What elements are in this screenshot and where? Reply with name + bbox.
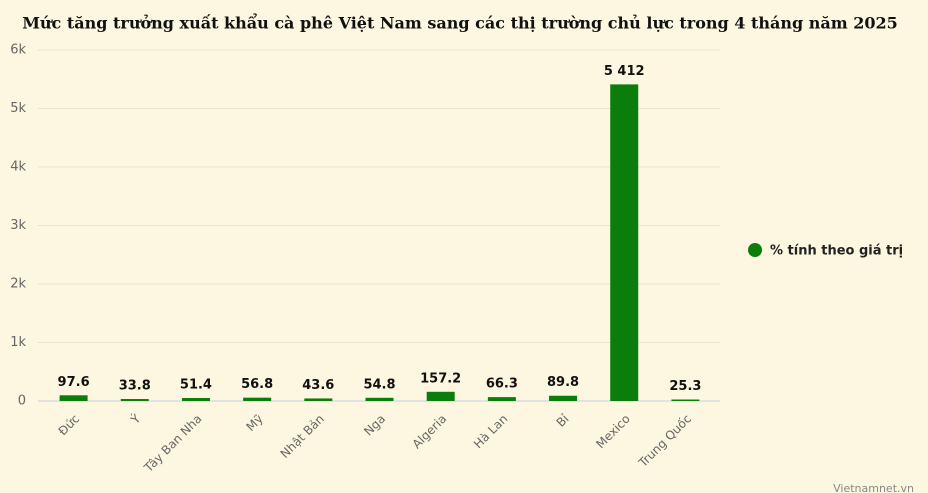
data-label: 25.3 [669, 379, 701, 394]
chart-title: Mức tăng trưởng xuất khẩu cà phê Việt Na… [22, 12, 898, 33]
bar [181, 397, 210, 401]
bar [243, 397, 272, 401]
data-label: 157.2 [420, 371, 461, 386]
y-tick-label: 6k [10, 43, 26, 58]
bar [610, 84, 639, 401]
data-label: 5 412 [604, 64, 645, 79]
legend-marker [748, 243, 762, 257]
data-label: 51.4 [180, 377, 212, 392]
data-label: 56.8 [241, 377, 273, 392]
legend-label: % tính theo giá trị [770, 244, 903, 259]
bar [487, 397, 516, 401]
data-label: 97.6 [58, 375, 90, 390]
bar [671, 399, 700, 401]
y-tick-label: 2k [10, 277, 26, 292]
data-label: 33.8 [119, 379, 151, 394]
bar [365, 397, 394, 401]
data-label: 54.8 [363, 377, 395, 392]
y-tick-label: 5k [10, 101, 26, 116]
credit: Vietnamnet.vn [833, 482, 914, 493]
data-label: 89.8 [547, 375, 579, 390]
bar [120, 399, 149, 401]
bar [304, 398, 333, 401]
data-label: 66.3 [486, 377, 518, 392]
y-tick-label: 3k [10, 218, 26, 233]
bar [549, 395, 578, 401]
bar [426, 391, 455, 401]
y-tick-label: 1k [10, 335, 26, 350]
bar [59, 395, 88, 401]
y-tick-label: 4k [10, 160, 26, 175]
y-tick-label: 0 [18, 394, 26, 409]
data-label: 43.6 [302, 378, 334, 393]
